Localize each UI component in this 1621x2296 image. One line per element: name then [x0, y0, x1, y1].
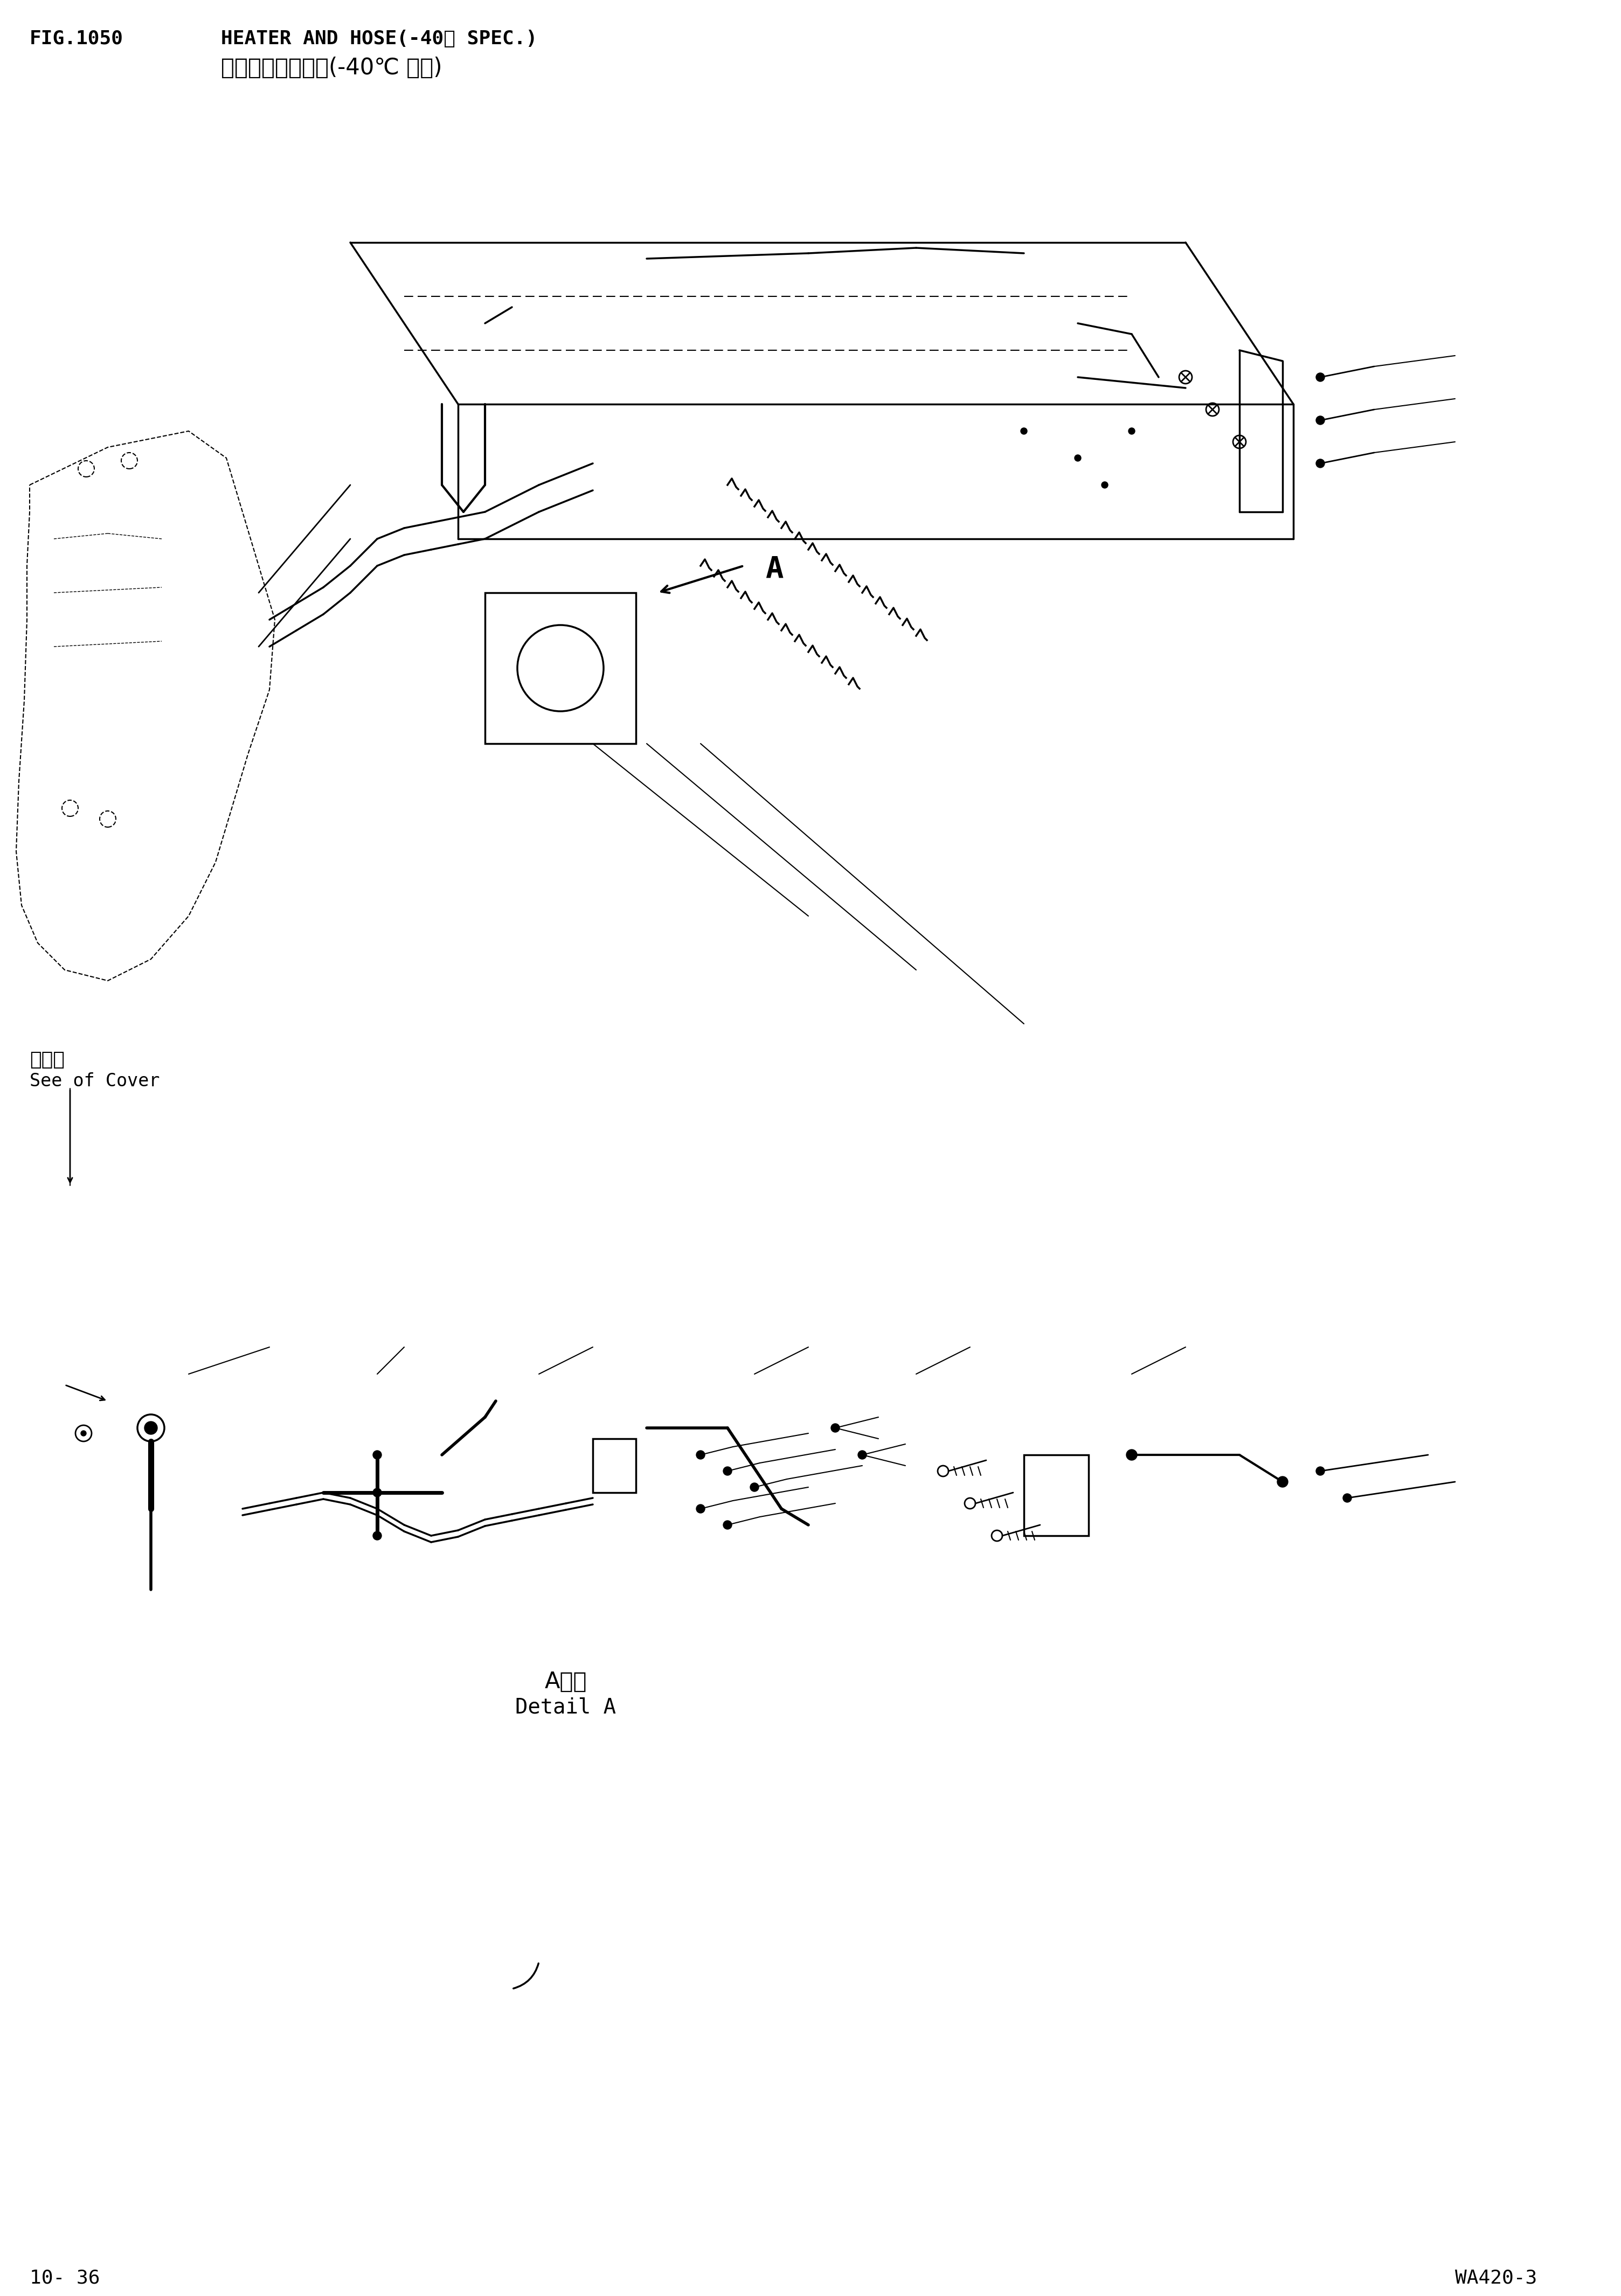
Text: A详细: A详细	[545, 1671, 587, 1692]
Circle shape	[723, 1467, 731, 1476]
Circle shape	[1075, 455, 1081, 461]
Circle shape	[1128, 427, 1135, 434]
Circle shape	[1316, 372, 1324, 381]
Circle shape	[373, 1451, 381, 1460]
Text: WA420-3: WA420-3	[1456, 2268, 1537, 2287]
Bar	[593, 1440, 635, 1492]
Text: A: A	[765, 556, 783, 583]
Text: 车载加热系统管路(-40℃ 仕样): 车载加热系统管路(-40℃ 仕样)	[220, 57, 443, 78]
Circle shape	[858, 1451, 867, 1460]
Text: Detail A: Detail A	[515, 1697, 616, 1717]
Circle shape	[1316, 416, 1324, 425]
Circle shape	[144, 1421, 157, 1435]
Circle shape	[1127, 1449, 1136, 1460]
Circle shape	[1342, 1495, 1352, 1502]
Circle shape	[1277, 1476, 1289, 1488]
Circle shape	[1316, 1467, 1324, 1476]
Circle shape	[832, 1424, 840, 1433]
Circle shape	[373, 1488, 381, 1497]
Circle shape	[697, 1504, 705, 1513]
Circle shape	[751, 1483, 759, 1492]
Text: 10- 36: 10- 36	[29, 2268, 101, 2287]
Circle shape	[373, 1531, 381, 1541]
Circle shape	[1102, 482, 1109, 489]
Circle shape	[723, 1520, 731, 1529]
Circle shape	[81, 1430, 86, 1435]
Bar	[485, 592, 635, 744]
Text: FIG.1050: FIG.1050	[29, 30, 123, 48]
Circle shape	[1021, 427, 1028, 434]
Circle shape	[1316, 459, 1324, 468]
Circle shape	[697, 1451, 705, 1460]
Bar	[1024, 1456, 1089, 1536]
Text: HEATER AND HOSE(-40℃ SPEC.): HEATER AND HOSE(-40℃ SPEC.)	[220, 30, 538, 48]
Text: 参照盖: 参照盖	[29, 1052, 65, 1070]
Text: See of Cover: See of Cover	[29, 1072, 160, 1091]
